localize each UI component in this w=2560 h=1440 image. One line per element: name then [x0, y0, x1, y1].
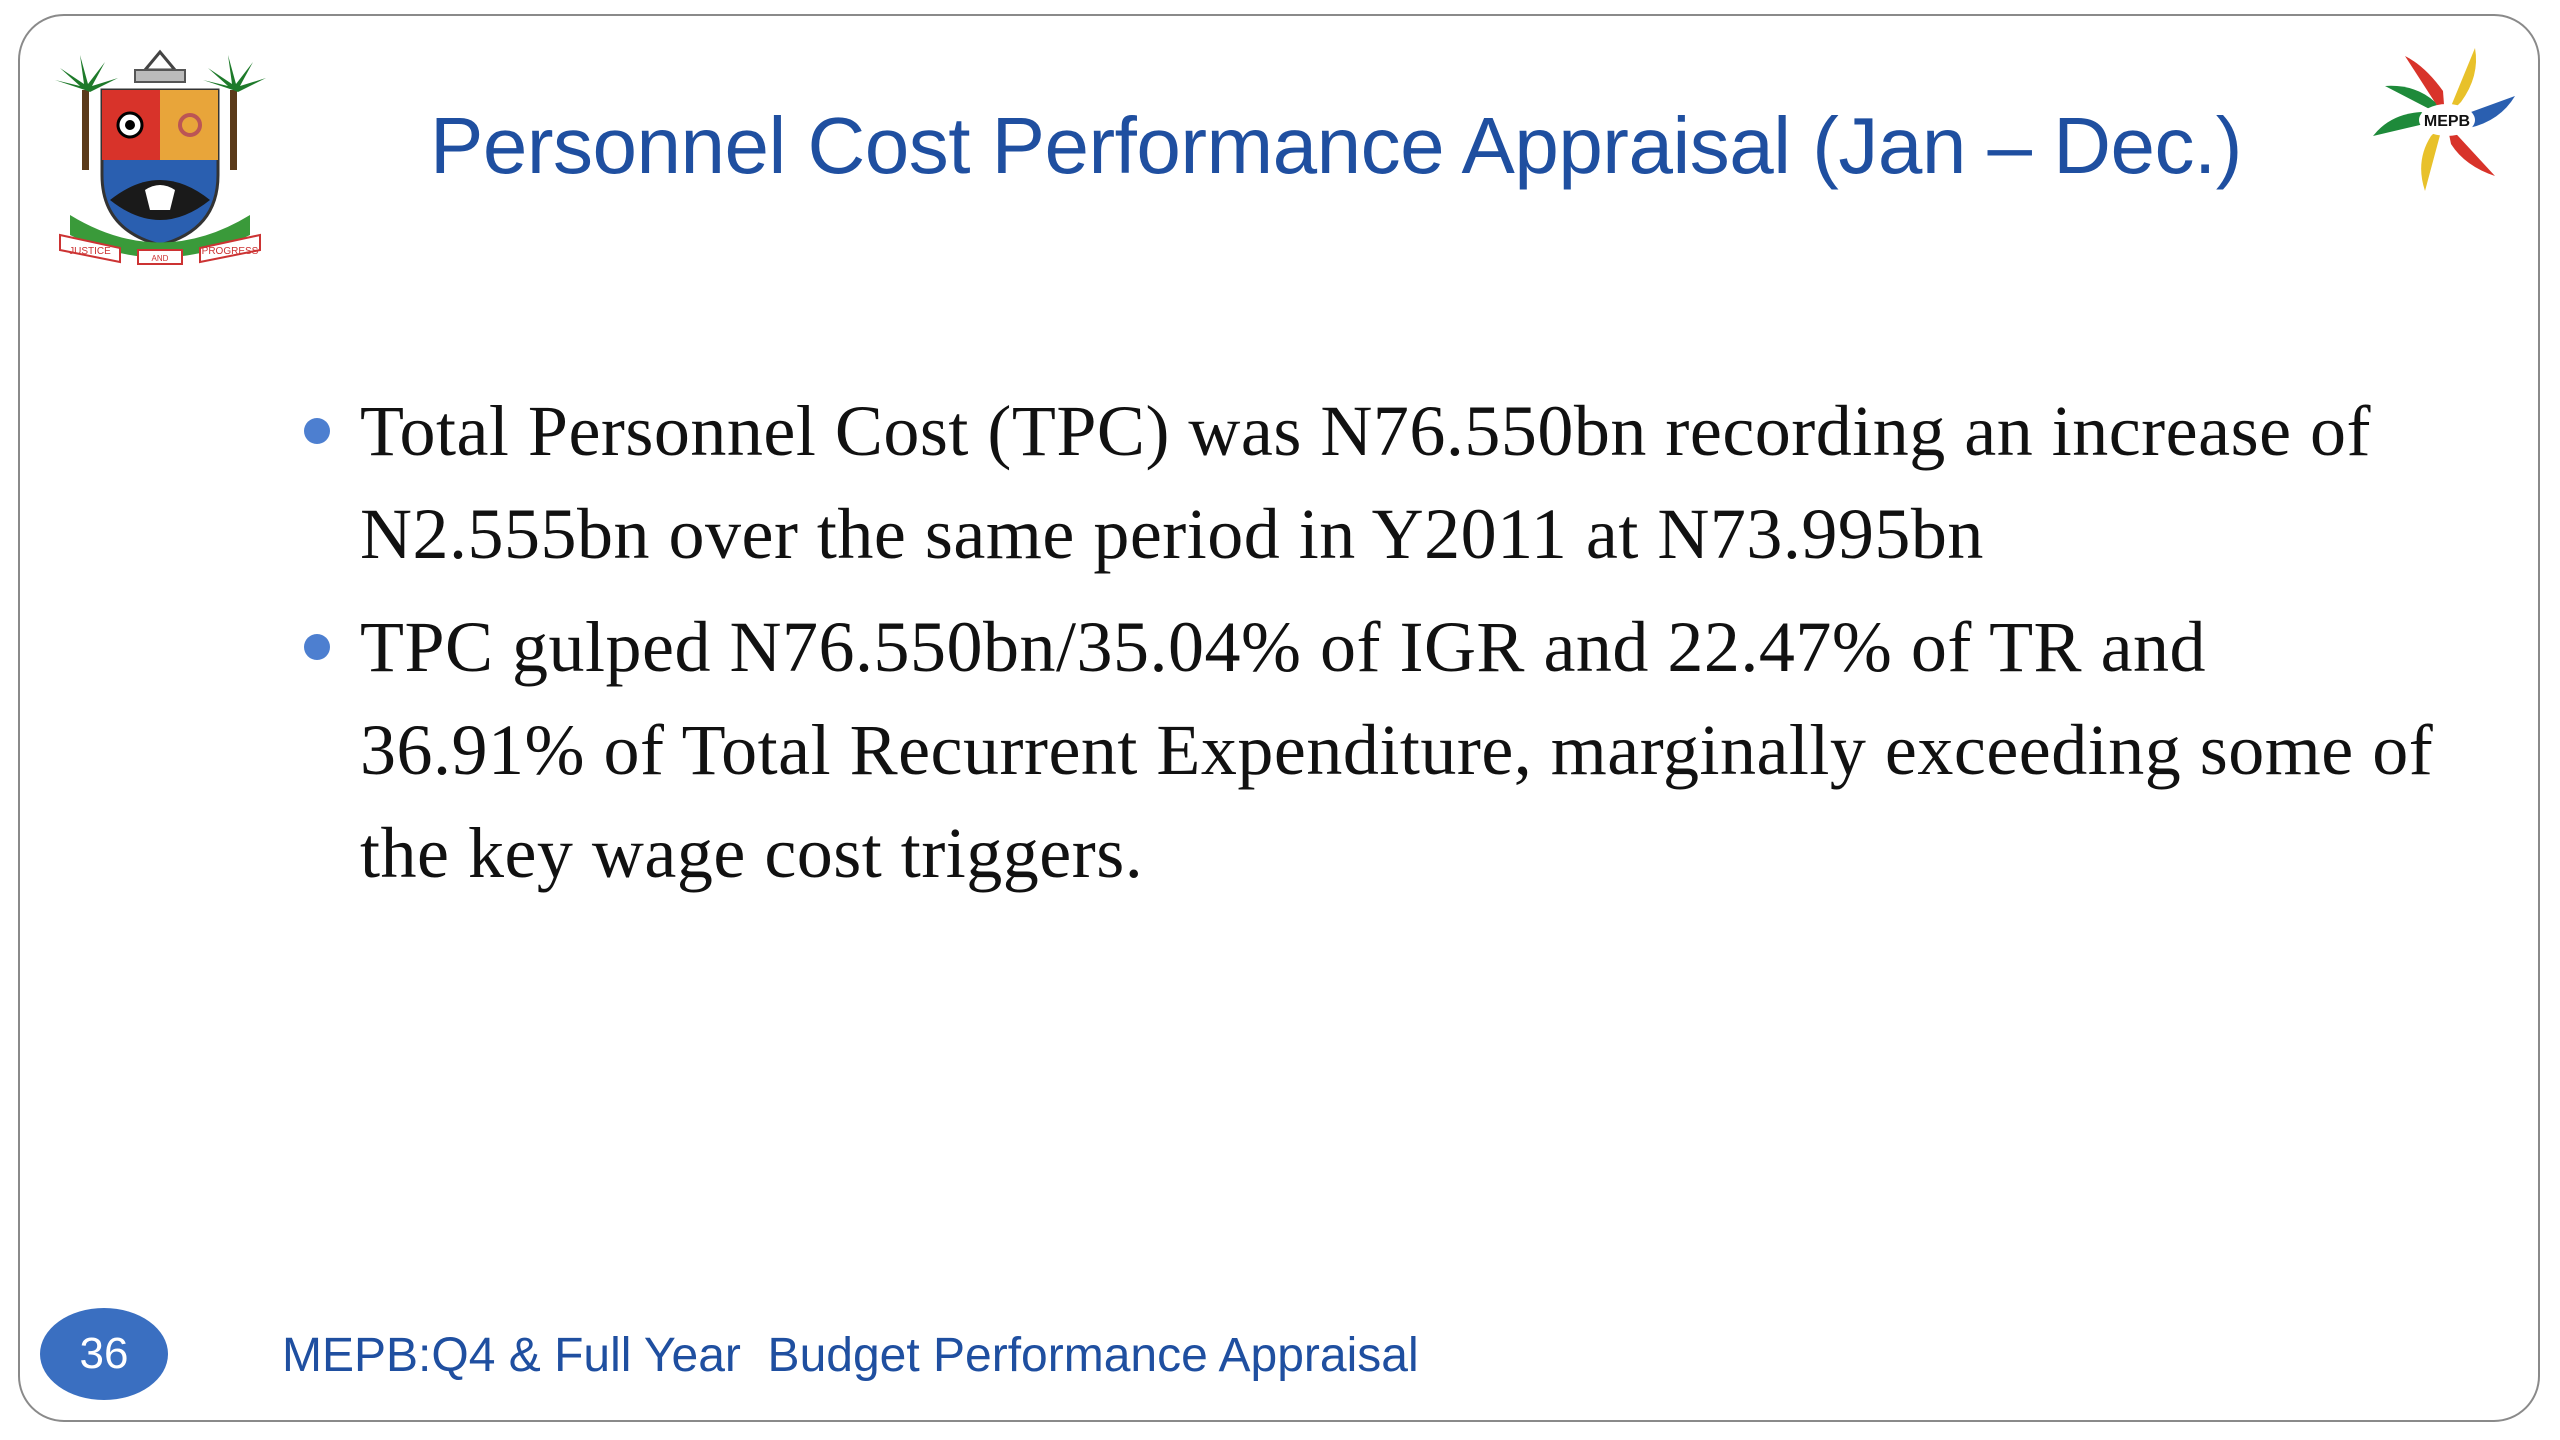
- coat-of-arms-icon: JUSTICE AND PROGRESS: [55, 49, 266, 265]
- page-number-badge: 36: [40, 1308, 168, 1400]
- bullet-dot-icon: [304, 634, 330, 660]
- palm-tree-left-icon: [55, 55, 118, 170]
- motto-word-1: JUSTICE: [69, 246, 111, 257]
- bullet-item: TPC gulped N76.550bn/35.04% of IGR and 2…: [304, 596, 2440, 905]
- slide-title: Personnel Cost Performance Appraisal (Ja…: [430, 101, 2242, 190]
- mepb-logo-icon: MEPB: [2373, 48, 2515, 191]
- bullet-text: TPC gulped N76.550bn/35.04% of IGR and 2…: [360, 607, 2434, 893]
- motto-word-3: PROGRESS: [202, 246, 259, 257]
- mepb-logo-text: MEPB: [2424, 113, 2470, 130]
- slide: JUSTICE AND PROGRESS Personnel Cost Perf…: [18, 14, 2540, 1422]
- footer-text: MEPB:Q4 & Full Year Budget Performance A…: [282, 1329, 1419, 1382]
- bullet-text: Total Personnel Cost (TPC) was N76.550bn…: [360, 391, 2372, 574]
- bullet-dot-icon: [304, 418, 330, 444]
- bullet-item: Total Personnel Cost (TPC) was N76.550bn…: [304, 380, 2440, 586]
- bullet-list: Total Personnel Cost (TPC) was N76.550bn…: [304, 380, 2440, 915]
- palm-tree-right-icon: [203, 55, 266, 170]
- motto-word-2: AND: [152, 254, 169, 263]
